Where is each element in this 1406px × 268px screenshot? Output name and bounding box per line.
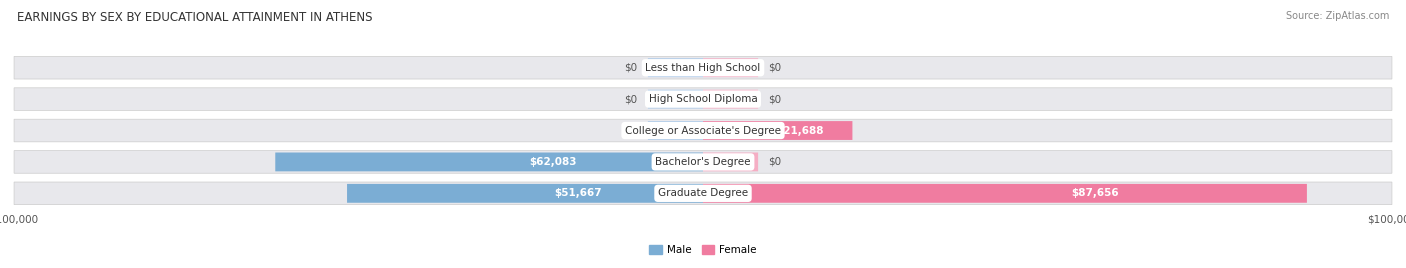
FancyBboxPatch shape bbox=[703, 90, 758, 109]
FancyBboxPatch shape bbox=[703, 58, 758, 77]
FancyBboxPatch shape bbox=[648, 58, 703, 77]
FancyBboxPatch shape bbox=[14, 182, 1392, 205]
FancyBboxPatch shape bbox=[14, 56, 1392, 79]
Text: $0: $0 bbox=[769, 63, 782, 73]
Text: $51,667: $51,667 bbox=[554, 188, 602, 198]
Text: $87,656: $87,656 bbox=[1071, 188, 1119, 198]
Text: $62,083: $62,083 bbox=[530, 157, 576, 167]
FancyBboxPatch shape bbox=[648, 121, 703, 140]
FancyBboxPatch shape bbox=[703, 121, 852, 140]
Text: $0: $0 bbox=[769, 94, 782, 104]
Text: $0: $0 bbox=[769, 157, 782, 167]
Text: $0: $0 bbox=[624, 63, 637, 73]
FancyBboxPatch shape bbox=[276, 152, 703, 171]
Text: $0: $0 bbox=[624, 125, 637, 136]
Text: Bachelor's Degree: Bachelor's Degree bbox=[655, 157, 751, 167]
Text: Source: ZipAtlas.com: Source: ZipAtlas.com bbox=[1285, 11, 1389, 21]
Text: $21,688: $21,688 bbox=[776, 125, 824, 136]
Text: College or Associate's Degree: College or Associate's Degree bbox=[626, 125, 780, 136]
FancyBboxPatch shape bbox=[14, 119, 1392, 142]
Text: Graduate Degree: Graduate Degree bbox=[658, 188, 748, 198]
FancyBboxPatch shape bbox=[14, 88, 1392, 110]
Text: $0: $0 bbox=[624, 94, 637, 104]
FancyBboxPatch shape bbox=[703, 152, 758, 171]
Legend: Male, Female: Male, Female bbox=[650, 245, 756, 255]
Text: High School Diploma: High School Diploma bbox=[648, 94, 758, 104]
Text: Less than High School: Less than High School bbox=[645, 63, 761, 73]
FancyBboxPatch shape bbox=[347, 184, 703, 203]
FancyBboxPatch shape bbox=[14, 151, 1392, 173]
Text: EARNINGS BY SEX BY EDUCATIONAL ATTAINMENT IN ATHENS: EARNINGS BY SEX BY EDUCATIONAL ATTAINMEN… bbox=[17, 11, 373, 24]
FancyBboxPatch shape bbox=[648, 90, 703, 109]
FancyBboxPatch shape bbox=[703, 184, 1308, 203]
